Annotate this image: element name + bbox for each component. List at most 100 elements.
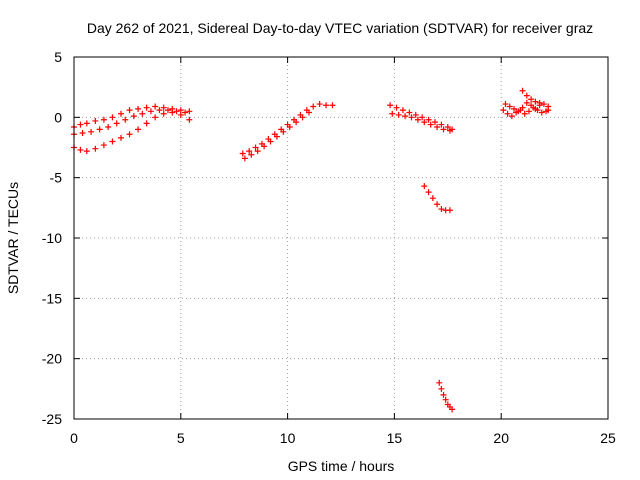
data-point [246, 148, 253, 155]
series-arc-1 [71, 103, 193, 130]
data-point [508, 113, 515, 120]
data-point [504, 110, 511, 117]
data-point [500, 107, 507, 114]
data-point [406, 109, 413, 116]
x-tick-label: 15 [387, 430, 403, 446]
data-point [239, 150, 246, 157]
data-point [280, 128, 287, 135]
data-point [525, 108, 532, 115]
data-point [186, 116, 193, 123]
data-point [117, 110, 124, 117]
data-point [534, 107, 541, 114]
data-point [100, 142, 107, 149]
data-point [267, 138, 274, 145]
data-point [511, 105, 518, 112]
data-point [408, 114, 415, 121]
data-point [513, 109, 520, 116]
data-point [261, 143, 268, 150]
y-tick-label: -25 [42, 411, 62, 427]
data-point [126, 131, 133, 138]
series-arc-3 [71, 109, 193, 155]
data-point [399, 107, 406, 114]
data-point [100, 116, 107, 123]
x-tick-label: 25 [600, 430, 616, 446]
data-point [286, 123, 293, 130]
data-point [532, 98, 539, 105]
data-point [427, 121, 434, 128]
data-point [402, 113, 409, 120]
data-point [173, 108, 180, 115]
data-point [425, 189, 432, 196]
data-point [387, 102, 394, 109]
data-point [523, 99, 530, 106]
data-point [395, 111, 402, 118]
data-point [419, 114, 426, 121]
data-point [135, 105, 142, 112]
data-point [449, 406, 456, 413]
y-tick-label: -5 [50, 170, 63, 186]
x-tick-labels: 0 5 10 15 20 25 [70, 430, 616, 446]
chart-title: Day 262 of 2021, Sidereal Day-to-day VTE… [87, 20, 593, 36]
data-point [414, 116, 421, 123]
data-point [169, 109, 176, 116]
data-point [421, 119, 428, 126]
data-point [446, 207, 453, 214]
data-point [305, 109, 312, 116]
data-point [160, 110, 167, 117]
data-point [273, 133, 280, 140]
y-tick-label: -20 [42, 351, 62, 367]
x-axis-label: GPS time / hours [288, 458, 395, 474]
data-point [147, 108, 154, 115]
data-point [438, 121, 445, 128]
data-point [442, 396, 449, 403]
data-point [135, 126, 142, 133]
grid-lines [74, 57, 608, 419]
data-points [71, 87, 552, 413]
tick-marks [73, 56, 609, 420]
data-point [143, 120, 150, 127]
series-arc-11 [500, 104, 550, 120]
data-point [160, 104, 167, 111]
data-point [293, 119, 300, 126]
data-point [77, 121, 84, 128]
data-point [429, 195, 436, 202]
data-point [523, 92, 530, 99]
data-point [389, 110, 396, 117]
data-point [412, 111, 419, 118]
y-tick-label: -10 [42, 230, 62, 246]
data-point [540, 101, 547, 108]
data-point [299, 114, 306, 121]
data-point [143, 104, 150, 111]
data-point [393, 104, 400, 111]
data-point [177, 111, 184, 118]
data-point [126, 107, 133, 114]
data-point [323, 102, 330, 109]
data-point [156, 107, 163, 114]
data-point [440, 391, 447, 398]
data-point [536, 99, 543, 106]
data-point [545, 107, 552, 114]
series-arc-12 [519, 87, 552, 114]
data-point [506, 103, 513, 110]
y-tick-label: 5 [54, 49, 62, 65]
data-point [92, 117, 99, 124]
data-point [316, 101, 323, 108]
data-point [254, 148, 261, 155]
series-arc-6 [387, 102, 456, 133]
data-point [109, 114, 116, 121]
series-arc-5 [241, 109, 312, 162]
y-tick-label: 0 [54, 109, 62, 125]
x-tick-label: 0 [70, 430, 78, 446]
data-point [182, 109, 189, 116]
data-point [434, 123, 441, 130]
data-point [521, 110, 528, 117]
data-point [83, 120, 90, 127]
y-tick-label: -15 [42, 290, 62, 306]
y-tick-labels: 5 0 -5 -10 -15 -20 -25 [42, 49, 62, 427]
data-point [88, 128, 95, 135]
data-point [113, 120, 120, 127]
data-point [186, 108, 193, 115]
series-arc-9 [436, 379, 456, 413]
data-point [502, 101, 509, 108]
